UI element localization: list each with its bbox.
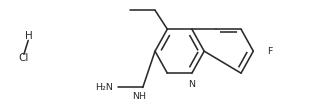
Text: N: N [188, 80, 196, 89]
Text: Cl: Cl [18, 53, 29, 63]
Text: H: H [25, 31, 33, 41]
Text: F: F [267, 47, 273, 56]
Text: H₂N: H₂N [95, 83, 113, 92]
Text: NH: NH [132, 92, 146, 101]
